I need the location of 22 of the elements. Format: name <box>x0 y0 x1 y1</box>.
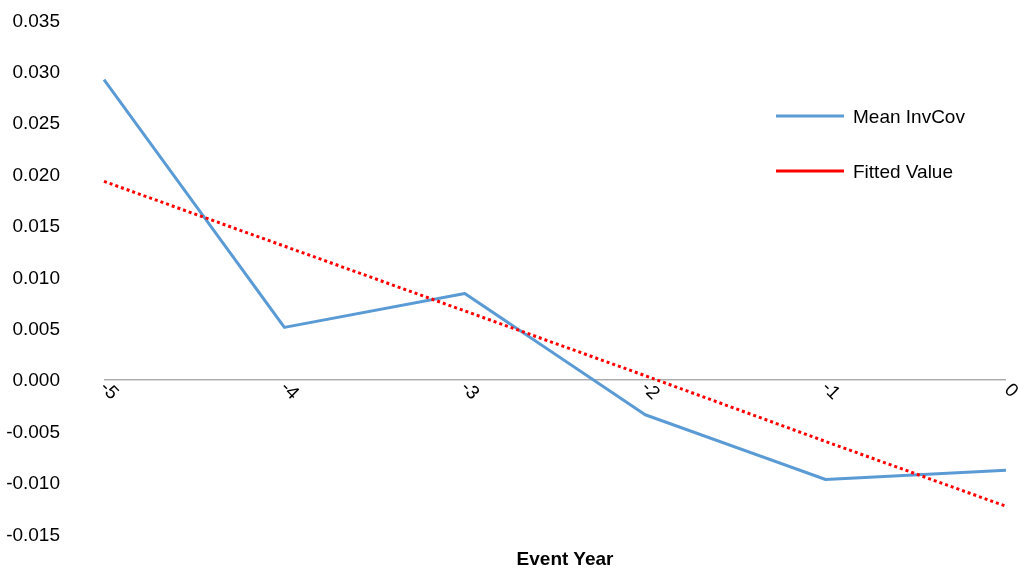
y-tick-label: 0.025 <box>12 112 60 134</box>
y-tick-label: -0.015 <box>6 523 60 545</box>
y-tick-label: 0.010 <box>12 266 60 288</box>
line-series <box>102 78 1008 482</box>
y-tick-label: -0.010 <box>6 472 60 494</box>
y-tick-label: -0.005 <box>6 420 60 442</box>
y-tick-label: 0.015 <box>12 215 60 237</box>
y-tick-label: 0.035 <box>12 9 60 31</box>
x-tick-label: -2 <box>637 376 665 404</box>
legend-label: Fitted Value <box>853 160 953 182</box>
legend-label: Mean InvCov <box>853 105 966 127</box>
x-tick-label: -1 <box>818 376 845 404</box>
y-tick-label: 0.000 <box>12 369 60 391</box>
y-tick-label: 0.030 <box>12 61 60 83</box>
x-tick-label: -4 <box>276 376 304 404</box>
x-axis-title: Event Year <box>516 548 615 569</box>
y-tick-label: 0.020 <box>12 163 60 185</box>
x-tick-label: 0 <box>1000 378 1024 402</box>
line-series <box>102 179 1008 508</box>
x-tick-label: -5 <box>96 376 124 404</box>
y-tick-label: 0.005 <box>12 318 60 340</box>
x-tick-label: -3 <box>457 376 485 404</box>
